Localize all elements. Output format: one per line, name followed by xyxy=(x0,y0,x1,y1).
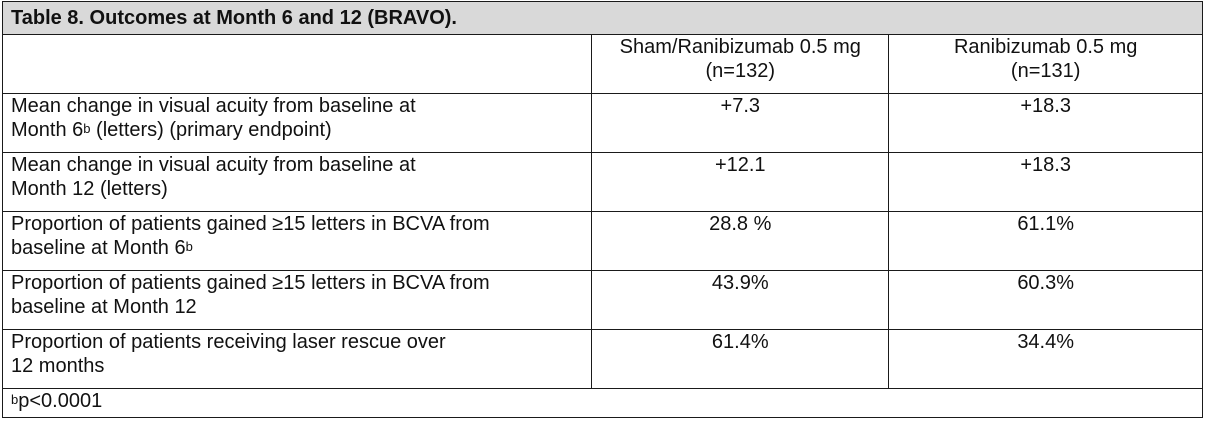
table-row: Proportion of patients receiving laser r… xyxy=(1,329,1203,389)
footnote-marker: b xyxy=(11,392,19,407)
table-row: Mean change in visual acuity from baseli… xyxy=(1,93,1203,153)
row-label-line2: 12 months xyxy=(11,355,105,377)
row-label-line1: Proportion of patients receiving laser r… xyxy=(11,331,446,353)
table-footnote: bp<0.0001 xyxy=(2,388,1203,418)
row-label-line2: baseline at Month 6 xyxy=(11,237,186,259)
header-sham-n: (n=132) xyxy=(705,60,776,82)
ranibizumab-value: +18.3 xyxy=(888,93,1203,153)
caption-row: Table 8. Outcomes at Month 6 and 12 (BRA… xyxy=(2,1,1203,35)
sham-value: +12.1 xyxy=(591,152,890,212)
table-row: Mean change in visual acuity from baseli… xyxy=(1,152,1203,212)
footnote-marker: b xyxy=(185,239,193,254)
row-label-line2: baseline at Month 12 xyxy=(11,296,197,318)
ranibizumab-value: 60.3% xyxy=(888,270,1203,330)
header-ranibizumab-label: Ranibizumab 0.5 mg xyxy=(953,36,1138,58)
row-label: Proportion of patients receiving laser r… xyxy=(1,329,593,389)
row-label: Mean change in visual acuity from baseli… xyxy=(1,93,593,153)
sham-value: 43.9% xyxy=(591,270,890,330)
row-label: Mean change in visual acuity from baseli… xyxy=(1,152,593,212)
header-sham-ranibizumab: Sham/Ranibizumab 0.5 mg (n=132) xyxy=(591,34,890,94)
table-row: Proportion of patients gained ≥15 letter… xyxy=(1,270,1203,330)
row-label: Proportion of patients gained ≥15 letter… xyxy=(1,211,593,271)
row-label-line1: Proportion of patients gained ≥15 letter… xyxy=(11,213,490,235)
row-label-line2: Month 12 (letters) xyxy=(11,178,168,200)
footnote-marker: b xyxy=(83,121,91,136)
ranibizumab-value: +18.3 xyxy=(888,152,1203,212)
ranibizumab-value: 34.4% xyxy=(888,329,1203,389)
header-ranibizumab-n: (n=131) xyxy=(1010,60,1081,82)
header-blank-cell xyxy=(1,34,593,94)
header-row: Sham/Ranibizumab 0.5 mg (n=132) Ranibizu… xyxy=(1,34,1203,94)
row-label-line2: Month 6 xyxy=(11,119,84,141)
ranibizumab-value: 61.1% xyxy=(888,211,1203,271)
row-label-line1: Mean change in visual acuity from baseli… xyxy=(11,154,416,176)
sham-value: 61.4% xyxy=(591,329,890,389)
row-label: Proportion of patients gained ≥15 letter… xyxy=(1,270,593,330)
row-label-line1: Mean change in visual acuity from baseli… xyxy=(11,95,416,117)
footnote-row: bp<0.0001 xyxy=(2,388,1203,418)
header-ranibizumab: Ranibizumab 0.5 mg (n=131) xyxy=(888,34,1203,94)
table-caption: Table 8. Outcomes at Month 6 and 12 (BRA… xyxy=(2,1,1203,35)
row-label-line2-tail: (letters) (primary endpoint) xyxy=(90,119,332,141)
sham-value: 28.8 % xyxy=(591,211,890,271)
row-label-line1: Proportion of patients gained ≥15 letter… xyxy=(11,272,490,294)
sham-value: +7.3 xyxy=(591,93,890,153)
table-row: Proportion of patients gained ≥15 letter… xyxy=(1,211,1203,271)
footnote-text: p<0.0001 xyxy=(18,390,103,412)
header-sham-label: Sham/Ranibizumab 0.5 mg xyxy=(619,36,861,58)
